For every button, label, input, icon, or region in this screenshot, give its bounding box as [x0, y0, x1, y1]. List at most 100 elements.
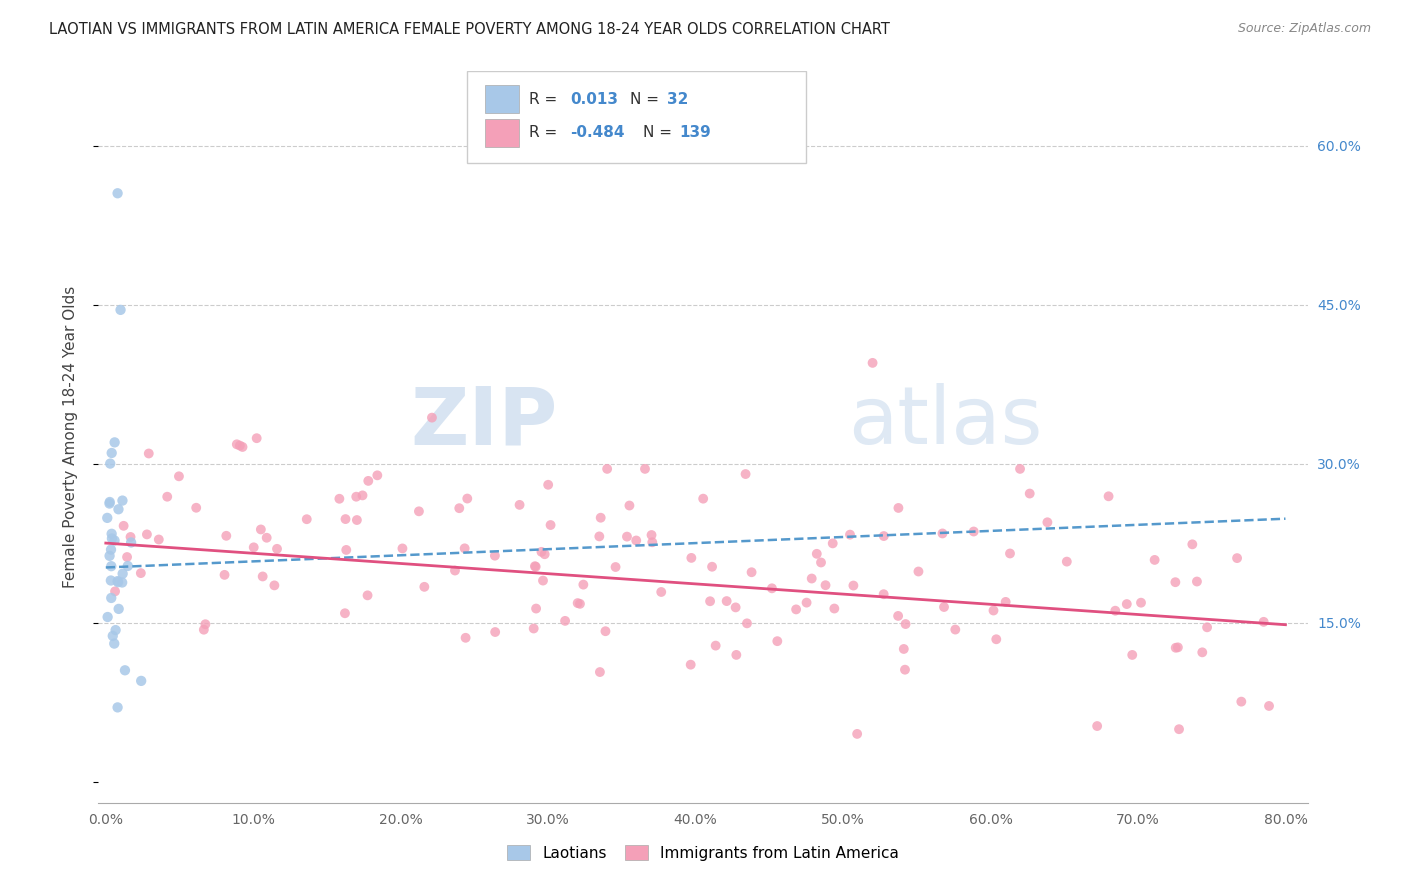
Point — [1008, 462, 1031, 476]
Point — [103, 533, 125, 548]
Text: LAOTIAN VS IMMIGRANTS FROM LATIN AMERICA FEMALE POVERTY AMONG 18-24 YEAR OLDS CO: LAOTIAN VS IMMIGRANTS FROM LATIN AMERICA… — [49, 22, 890, 37]
Point — [605, 560, 627, 574]
Point — [100, 574, 122, 588]
Point — [887, 500, 910, 515]
Point — [104, 623, 127, 637]
Point — [107, 602, 129, 616]
Text: R =: R = — [529, 92, 562, 107]
Point — [344, 490, 367, 504]
Point — [112, 518, 135, 533]
Point — [408, 504, 430, 518]
Point — [231, 440, 253, 454]
Point — [107, 502, 129, 516]
Point — [893, 642, 915, 657]
Point — [681, 550, 703, 565]
Point — [530, 545, 553, 559]
Point — [1164, 575, 1187, 590]
Text: R =: R = — [529, 125, 562, 140]
Point — [1097, 489, 1119, 503]
Point — [872, 587, 894, 601]
Point — [214, 567, 236, 582]
Point — [998, 546, 1021, 560]
Point — [129, 673, 152, 688]
Point — [391, 541, 413, 556]
Point — [692, 491, 714, 506]
Point — [98, 497, 121, 511]
Point — [186, 500, 208, 515]
Point — [98, 495, 121, 509]
Point — [650, 585, 672, 599]
Point — [167, 469, 190, 483]
Point — [107, 574, 129, 588]
Point — [943, 623, 966, 637]
Point — [1104, 604, 1126, 618]
Point — [1143, 553, 1166, 567]
Point — [114, 663, 136, 677]
Point — [894, 663, 917, 677]
Point — [156, 490, 179, 504]
Point — [734, 467, 756, 481]
Point — [887, 609, 910, 624]
FancyBboxPatch shape — [485, 119, 519, 146]
Point — [117, 559, 139, 574]
Point — [454, 631, 477, 645]
Point — [449, 501, 471, 516]
Point — [616, 530, 638, 544]
Point — [540, 518, 562, 533]
Point — [1185, 574, 1208, 589]
Point — [523, 622, 546, 636]
Point — [595, 624, 617, 639]
Point — [111, 566, 134, 581]
Point — [256, 531, 278, 545]
Point — [111, 575, 134, 590]
Text: ZIP: ZIP — [411, 384, 558, 461]
Point — [295, 512, 318, 526]
Point — [761, 582, 783, 596]
Point — [110, 302, 132, 317]
Point — [983, 603, 1005, 617]
Point — [796, 596, 818, 610]
Point — [873, 529, 896, 543]
Point — [785, 602, 807, 616]
Point — [1036, 516, 1059, 530]
Point — [699, 594, 721, 608]
Point — [1230, 695, 1253, 709]
Point — [567, 596, 589, 610]
Point — [1258, 698, 1281, 713]
Text: Source: ZipAtlas.com: Source: ZipAtlas.com — [1237, 22, 1371, 36]
Point — [588, 529, 610, 543]
Point — [679, 657, 702, 672]
Point — [107, 186, 129, 201]
Point — [229, 439, 252, 453]
Point — [524, 559, 547, 574]
Point — [101, 532, 124, 546]
Point — [352, 488, 374, 502]
Point — [96, 511, 118, 525]
Point — [1056, 555, 1078, 569]
Point — [589, 665, 612, 679]
Point — [640, 528, 662, 542]
Text: N =: N = — [630, 92, 664, 107]
Point — [1130, 596, 1153, 610]
Point — [1085, 719, 1108, 733]
Point — [100, 591, 122, 605]
Point — [104, 435, 127, 450]
Point — [1168, 722, 1191, 736]
Point — [986, 632, 1008, 647]
Point — [456, 491, 478, 506]
Point — [115, 549, 138, 564]
Point — [810, 556, 832, 570]
Point — [596, 462, 619, 476]
Point — [328, 491, 350, 506]
Point — [100, 446, 122, 460]
Point — [420, 410, 443, 425]
Point — [120, 535, 142, 549]
Point — [716, 594, 738, 608]
Point — [215, 529, 238, 543]
Point — [266, 541, 288, 556]
Point — [1181, 537, 1204, 551]
FancyBboxPatch shape — [485, 86, 519, 113]
Point — [1191, 645, 1213, 659]
Point — [524, 601, 547, 615]
Point — [572, 577, 595, 591]
